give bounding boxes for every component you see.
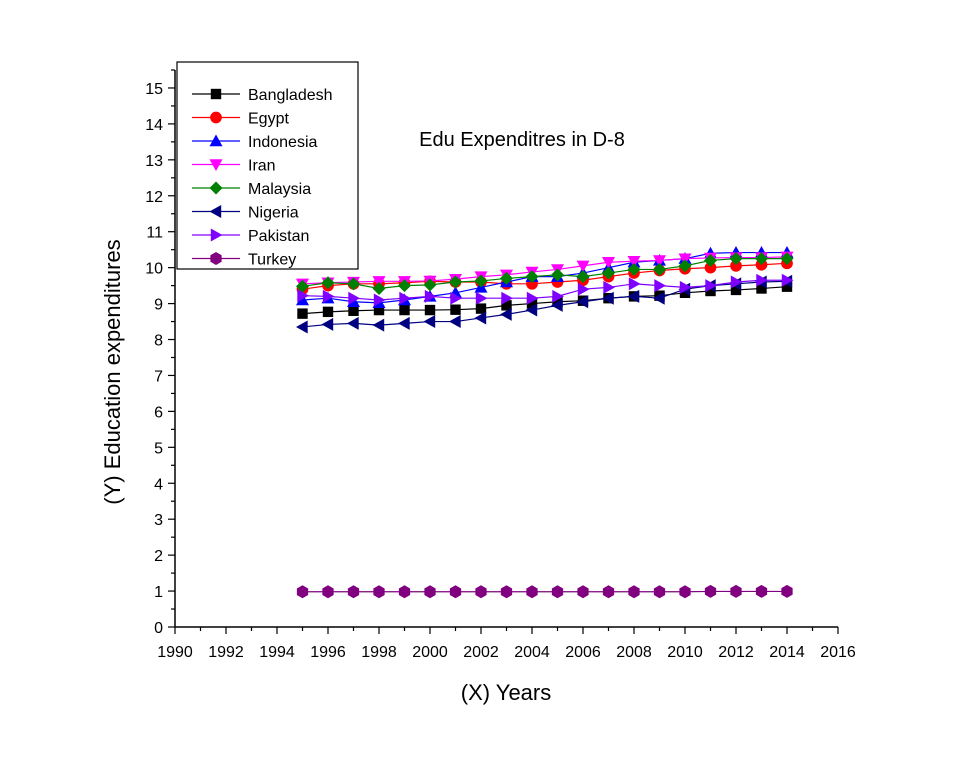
y-tick-label: 5: [154, 440, 163, 457]
legend: Bangladesh Egypt Indonesia Iran Malaysia Nige…: [177, 62, 358, 269]
y-tick-label: 9: [154, 297, 163, 314]
y-tick-label: 13: [145, 153, 163, 170]
x-tick-label: 2000: [412, 644, 448, 661]
x-tick-label: 1992: [208, 644, 244, 661]
x-tick-label: 2016: [820, 644, 856, 661]
x-tick-label: 1990: [157, 644, 193, 661]
x-tick-label: 1998: [361, 644, 397, 661]
x-tick-label: 1994: [259, 644, 295, 661]
data-point-bangladesh: [297, 308, 307, 318]
data-point-bangladesh: [399, 305, 409, 315]
x-tick-label: 2002: [463, 644, 499, 661]
y-tick-label: 2: [154, 548, 163, 565]
data-point-bangladesh: [450, 304, 460, 314]
legend-marker-bangladesh: [211, 89, 221, 99]
x-axis-label: (X) Years: [461, 680, 552, 705]
y-tick-label: 8: [154, 333, 163, 350]
legend-label-egypt: Egypt: [248, 111, 289, 128]
legend-label-turkey: Turkey: [248, 252, 296, 269]
chart-title: Edu Expenditres in D-8: [419, 129, 625, 151]
x-tick-label: 2008: [616, 644, 652, 661]
data-point-bangladesh: [425, 305, 435, 315]
x-tick-label: 2014: [769, 644, 805, 661]
legend-label-bangladesh: Bangladesh: [248, 87, 333, 104]
x-tick-label: 2004: [514, 644, 550, 661]
x-tick-label: 2012: [718, 644, 754, 661]
y-tick-label: 12: [145, 189, 163, 206]
legend-marker-egypt: [210, 112, 222, 124]
y-tick-label: 3: [154, 512, 163, 529]
y-tick-label: 7: [154, 368, 163, 385]
y-tick-label: 15: [145, 81, 163, 98]
y-tick-label: 10: [145, 261, 163, 278]
x-tick-label: 1996: [310, 644, 346, 661]
legend-label-nigeria: Nigeria: [248, 205, 299, 222]
data-point-bangladesh: [476, 303, 486, 313]
y-tick-label: 6: [154, 404, 163, 421]
legend-label-indonesia: Indonesia: [248, 134, 317, 151]
legend-label-malaysia: Malaysia: [248, 181, 311, 198]
y-tick-label: 0: [154, 620, 163, 637]
legend-label-iran: Iran: [248, 158, 276, 175]
data-point-bangladesh: [348, 306, 358, 316]
legend-label-pakistan: Pakistan: [248, 228, 309, 245]
y-tick-label: 14: [145, 117, 163, 134]
x-tick-label: 2010: [667, 644, 703, 661]
y-tick-label: 11: [146, 225, 163, 242]
y-axis-label: (Y) Education expenditures: [100, 239, 125, 504]
x-tick-label: 2006: [565, 644, 601, 661]
data-point-bangladesh: [323, 307, 333, 317]
y-tick-label: 1: [154, 584, 163, 601]
y-tick-label: 4: [154, 476, 163, 493]
